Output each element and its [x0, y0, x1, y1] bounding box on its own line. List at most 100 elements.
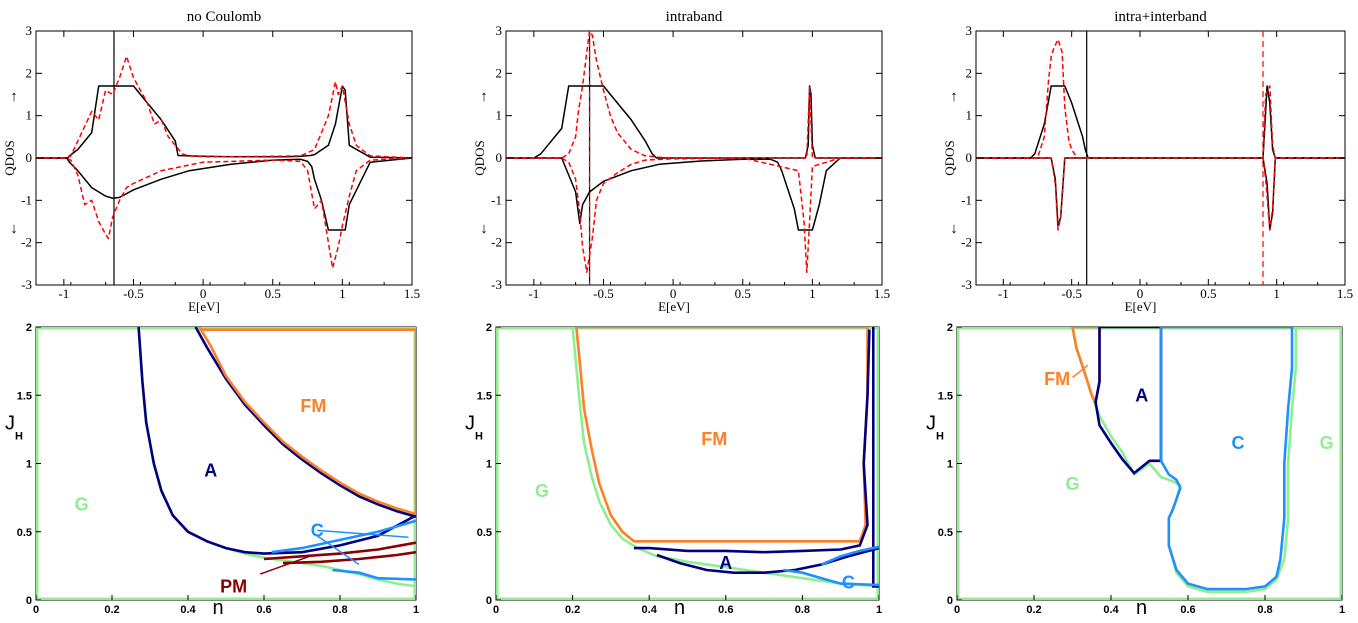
region-pointer-pm — [259, 555, 310, 575]
y-tick-label: 0 — [486, 595, 492, 607]
x-tick-label: 1.5 — [874, 286, 890, 301]
x-tick-label: 1 — [413, 604, 419, 616]
chart-panel-2: intraband -1 -0.5 0 0.5 1 1.5 -3 -2 -1 0 1 2 3 E[eV] QD… — [472, 9, 890, 314]
region-label-g: G — [1065, 474, 1079, 494]
y-tick-label: -3 — [961, 277, 972, 292]
x-tick-label: 1 — [1273, 286, 1280, 301]
plot-area — [506, 31, 882, 285]
phase-boundary-6 — [271, 519, 416, 554]
y-tick-label: -2 — [491, 235, 502, 250]
region-pointer-c — [317, 529, 409, 538]
series-line-red-4 — [36, 157, 412, 269]
y-tick-label: 2 — [966, 65, 973, 80]
region-label-c: C — [842, 572, 855, 592]
x-tick-label: -1 — [528, 286, 539, 301]
x-axis-label: E[eV] — [188, 299, 220, 314]
spin-down-arrow: ↓ — [480, 221, 488, 237]
y-tick-label: 0 — [496, 150, 503, 165]
x-tick-label: 0.6 — [256, 604, 271, 616]
chart-title: intraband — [666, 9, 723, 25]
phase-boundary-3 — [194, 327, 416, 518]
y-axis-label: QDOS — [472, 140, 487, 175]
y-tick-label: 1.5 — [477, 390, 492, 402]
chart-title: intra+interband — [1114, 9, 1207, 25]
y-axis-label: J — [5, 412, 15, 434]
y-axis-label: QDOS — [942, 140, 957, 175]
plot-area — [36, 327, 416, 600]
y-tick-label: 3 — [496, 23, 503, 38]
series-line-black-1 — [36, 85, 412, 159]
region-label-g: G — [75, 494, 89, 514]
x-axis-label: n — [1136, 597, 1147, 618]
x-tick-label: 0.4 — [1103, 604, 1119, 616]
region-label-a: A — [1135, 385, 1148, 405]
x-axis-label: E[eV] — [658, 299, 690, 314]
x-tick-label: 0.5 — [265, 286, 281, 301]
y-axis-label-subscript: H — [936, 430, 944, 442]
series-line-red-3 — [36, 55, 412, 159]
y-tick-label: 2 — [947, 322, 953, 334]
phase-boundary-9 — [282, 550, 416, 565]
x-tick-label: 0.2 — [104, 604, 119, 616]
y-tick-label: 1.5 — [17, 390, 32, 402]
region-label-g: G — [535, 481, 549, 501]
region-label-pm: PM — [220, 576, 247, 596]
y-tick-label: 2 — [26, 322, 32, 334]
x-tick-label: 0 — [200, 286, 207, 301]
y-axis-label: J — [465, 412, 475, 434]
phase-boundary-5 — [199, 328, 416, 514]
x-tick-label: 1 — [1339, 604, 1345, 616]
y-tick-label: 1 — [26, 459, 32, 471]
x-axis-label: n — [674, 597, 685, 618]
x-tick-label: 0 — [1137, 286, 1144, 301]
plot-area — [36, 31, 412, 285]
x-tick-label: -1 — [998, 286, 1009, 301]
y-tick-label: 2 — [486, 322, 492, 334]
x-tick-label: 1.5 — [1337, 286, 1353, 301]
spin-down-arrow: ↓ — [10, 221, 18, 237]
region-label-fm: FM — [1044, 369, 1070, 389]
y-tick-label: 2 — [496, 65, 503, 80]
spin-down-arrow: ↓ — [950, 221, 958, 237]
y-tick-label: -1 — [491, 192, 502, 207]
x-tick-label: 0.6 — [718, 604, 733, 616]
x-tick-label: 0 — [954, 604, 960, 616]
y-axis-label: J — [926, 412, 936, 434]
phase-boundary-6 — [783, 568, 879, 587]
x-tick-label: 0.8 — [332, 604, 347, 616]
y-tick-label: 0 — [947, 595, 953, 607]
x-tick-label: 0.8 — [1257, 604, 1272, 616]
phase-boundary-4 — [1159, 327, 1294, 591]
series-line-black-2 — [36, 157, 412, 231]
x-tick-label: -0.5 — [1061, 286, 1082, 301]
region-label-fm: FM — [300, 396, 326, 416]
y-tick-label: 1 — [26, 108, 33, 123]
x-tick-label: 0.4 — [642, 604, 658, 616]
plot-area — [976, 31, 1345, 285]
y-tick-label: -1 — [961, 192, 972, 207]
spin-up-arrow: ↑ — [10, 89, 18, 105]
phase-boundary-8 — [263, 541, 416, 561]
y-tick-label: 1.5 — [938, 390, 953, 402]
plot-frame — [495, 326, 880, 601]
x-tick-label: 0.6 — [1180, 604, 1195, 616]
x-tick-label: -0.5 — [593, 286, 614, 301]
y-tick-label: 0 — [966, 150, 973, 165]
y-tick-label: 0.5 — [17, 527, 32, 539]
spin-up-arrow: ↑ — [480, 89, 488, 105]
y-tick-label: 0 — [26, 150, 33, 165]
y-axis-label-subscript: H — [15, 430, 23, 442]
y-tick-label: 1 — [496, 108, 503, 123]
phase-boundary-7 — [820, 545, 879, 566]
chart-panel-6: 0 0.2 0.4 0.6 0.8 1 0 0.5 1 1.5 2 n JH FM A C G G — [926, 322, 1345, 619]
chart-panel-3: intra+interband -1 -0.5 0 0.5 1 1.5 -3 -2 -1 0 1 2 3 E… — [942, 9, 1353, 314]
series-line-red-3 — [506, 31, 882, 159]
y-tick-label: -3 — [21, 277, 32, 292]
y-tick-label: 0.5 — [477, 527, 492, 539]
spin-up-arrow: ↑ — [950, 89, 958, 105]
x-tick-label: 1 — [339, 286, 346, 301]
y-tick-label: -3 — [491, 277, 502, 292]
plot-frame — [35, 30, 413, 286]
chart-panel-1: no Coulomb -1 -0.5 0 0.5 1 1.5 -3 -2 -1 0 1 2 3 E[eV] Q… — [2, 9, 420, 314]
